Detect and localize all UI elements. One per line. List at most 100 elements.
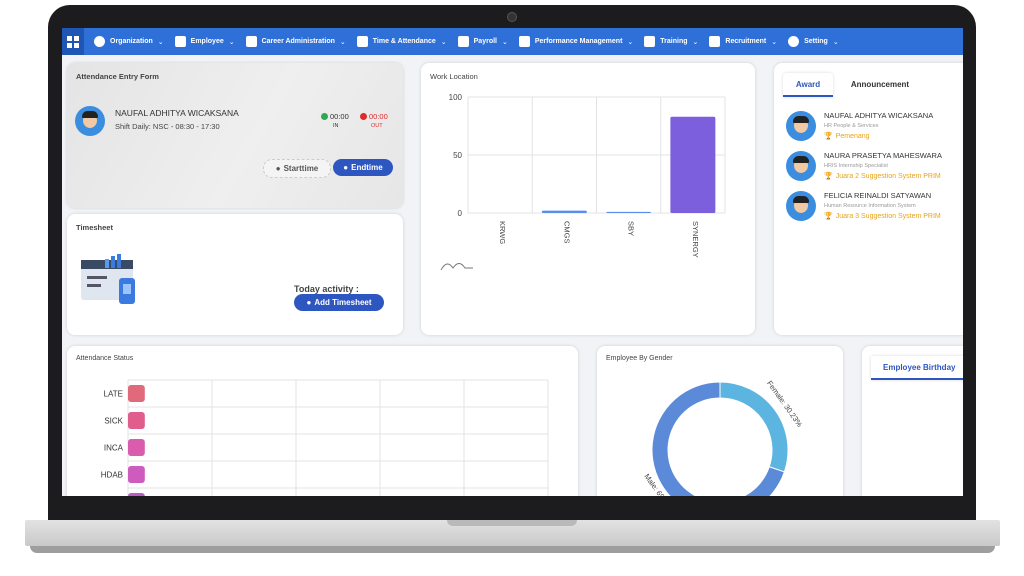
birthday-card: Employee Birthday [862,346,963,496]
timesheet-card: Timesheet Today activity : ● Add Timeshee… [67,214,403,335]
nav-icon [644,36,656,47]
y-tick-label: 50 [453,151,462,160]
laptop-notch [447,520,577,526]
award-card: Award Announcement NAUFAL ADHITYA WICAKS… [774,63,963,335]
x-tick-label: KRWG [498,221,507,244]
nav-label: Training [660,38,688,45]
chevron: ⌄ [771,38,778,46]
nav-item[interactable]: Organization ⌄ [94,36,164,47]
award-tab[interactable]: Award [783,73,833,97]
timesheet-illustration [81,254,135,304]
out-label: OUT [371,123,383,129]
x-tick-label: SBY [627,221,636,236]
card-title: Attendance Entry Form [76,72,159,81]
award-label: Juara 2 Suggestion System PRIM [835,173,941,180]
in-label: IN [333,123,339,129]
bar [128,466,145,483]
nav-item[interactable]: Setting ⌄ [788,36,839,47]
y-tick-label: LATE [104,390,123,399]
nav-icon [94,36,105,47]
chevron: ⌄ [692,38,699,46]
chevron: ⌄ [440,38,447,46]
birthday-tab[interactable]: Employee Birthday [871,356,963,380]
avatar [786,151,816,181]
award-label: Juara 3 Suggestion System PRIM [835,213,941,220]
add-timesheet-button[interactable]: ● Add Timesheet [294,294,384,311]
award-label: Pemenang [835,133,870,140]
card-title: Work Location [430,72,478,81]
trophy-icon: 🏆 [824,213,833,220]
bar [128,385,145,402]
nav-item[interactable]: Payroll ⌄ [457,36,508,47]
y-tick-label: HDAB [101,471,123,480]
nav-bar: Organization ⌄ Employee ⌄ Career Administrat… [62,28,963,55]
chevron: ⌄ [339,38,346,46]
y-tick-label: SICK [104,417,123,426]
nav-label: Time & Attendance [372,38,436,45]
bar [541,210,587,213]
camera [507,12,517,22]
card-title: Attendance Status [76,355,134,362]
in-time: 00:00 [330,112,349,121]
out-dot [360,113,367,120]
employee-name: NAUFAL ADHITYA WICAKSANA [115,108,239,118]
nav-icon [174,36,186,47]
award-title: 🏆 Juara 2 Suggestion System PRIM [824,172,941,180]
attendance-status-chart: LATESICKINCAHDABWORK [101,379,549,496]
laptop-foot [30,546,995,553]
chevron: ⌄ [832,38,839,46]
nav-icon [709,36,721,47]
work-location-chart: 0 50 100 KRWG CMGS SBY SYNERGY [440,93,726,271]
nav-item[interactable]: Recruitment ⌄ [709,36,777,47]
trophy-icon: 🏆 [824,173,833,180]
trophy-icon: 🏆 [824,133,833,140]
attendance-status-card: Attendance Status LATESICKINCAHDABWORK [67,346,578,496]
button-label: Add Timesheet [314,298,372,307]
nav-item[interactable]: Performance Management ⌄ [518,36,634,47]
y-tick-label: INCA [104,444,124,453]
starttime-button[interactable]: ● Starttime [263,159,331,178]
gender-card: Employee By Gender Female: 30.23% Male: 6… [597,346,843,496]
chart-icon [440,263,473,271]
nav-label: Setting [804,38,828,45]
bar [128,412,145,429]
chevron: ⌄ [228,38,235,46]
tab-label: Award [795,79,821,89]
out-time: 00:00 [369,112,388,121]
attendance-form-card: Attendance Entry Form NAUFAL ADHITYA WIC… [67,63,403,208]
shift: Shift Daily: NSC - 08:30 - 17:30 [115,122,220,131]
nav-label: Career Administration [261,38,335,45]
nav-label: Payroll [473,38,497,45]
screen: Organization ⌄ Employee ⌄ Career Administrat… [62,28,963,496]
tab-label: Announcement [850,79,910,89]
award-name: NAURA PRASETYA MAHESWARA [824,151,942,160]
chevron: ⌄ [627,38,634,46]
award-title: 🏆 Juara 3 Suggestion System PRIM [824,212,941,220]
bar [128,439,145,456]
nav-label: Organization [110,38,153,45]
bar [128,493,145,496]
award-position: HRIS Internship Specialist [824,163,888,169]
x-tick-label: SYNERGY [691,221,700,258]
x-tick-label: CMGS [562,221,571,244]
nav-item[interactable]: Training ⌄ [644,36,698,47]
chevron: ⌄ [157,38,164,46]
menu-button[interactable] [62,28,84,55]
gender-chart: Female: 30.23%Male: 69.77% [642,379,804,496]
nav-item[interactable]: Career Administration ⌄ [245,36,346,47]
tab-label: Employee Birthday [883,362,956,372]
endtime-button[interactable]: ● Endtime [333,159,393,176]
avatar [75,106,105,136]
button-label: Starttime [283,164,319,173]
nav-item[interactable]: Employee ⌄ [174,36,235,47]
nav-label: Employee [190,38,224,45]
nav-icon [457,36,469,47]
announcement-tab[interactable]: Announcement [840,73,920,95]
avatar [786,111,816,141]
card-title: Employee By Gender [606,355,673,362]
bar [670,116,716,213]
menu-icon [67,35,79,48]
nav-item[interactable]: Time & Attendance ⌄ [356,36,447,47]
